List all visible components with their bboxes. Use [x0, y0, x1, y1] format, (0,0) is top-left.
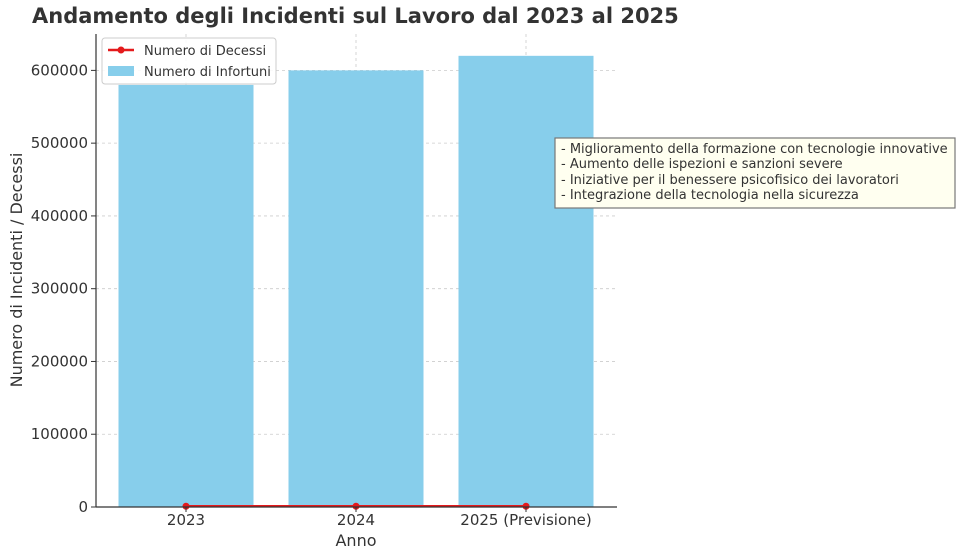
y-tick-label: 0	[78, 498, 88, 516]
x-axis-label: Anno	[335, 531, 376, 550]
y-tick-label: 200000	[31, 352, 88, 370]
legend-label-decessi: Numero di Decessi	[144, 44, 266, 59]
bar-infortuni-2	[288, 70, 424, 507]
point-decessi-1	[182, 502, 190, 510]
annotation-line-1: - Miglioramento della formazione con tec…	[561, 142, 948, 157]
legend-box	[101, 37, 277, 85]
y-tick-label: 600000	[31, 61, 88, 79]
x-tick-label: 2025 (Previsione)	[460, 511, 591, 529]
legend-bar-swatch	[108, 66, 134, 76]
annotation-line-3: - Iniziative per il benessere psicofisic…	[561, 173, 899, 188]
y-axis-label: Numero di Incidenti / Decessi	[7, 153, 26, 388]
x-tick-label: 2024	[337, 511, 375, 529]
bar-series	[118, 55, 594, 507]
legend-line-dot	[117, 46, 125, 54]
legend-label-infortuni: Numero di Infortuni	[144, 65, 271, 80]
y-tick-label: 100000	[31, 425, 88, 443]
annotation-background	[554, 137, 956, 209]
line-series	[182, 502, 530, 510]
y-tick-label: 400000	[31, 207, 88, 225]
annotation-box: - Miglioramento della formazione con tec…	[554, 137, 956, 209]
bar-infortuni-3	[458, 55, 594, 507]
legend: Numero di Decessi Numero di Infortuni	[101, 37, 277, 85]
x-tick-label: 2023	[167, 511, 205, 529]
y-tick-label: 500000	[31, 134, 88, 152]
annotation-line-4: - Integrazione della tecnologia nella si…	[561, 188, 859, 203]
point-decessi-2	[352, 502, 360, 510]
chart-title: Andamento degli Incidenti sul Lavoro dal…	[32, 4, 679, 28]
tick-labels: 0 100000 200000 300000 400000 500000 600000 202…	[31, 61, 592, 529]
bar-infortuni-1	[118, 84, 254, 507]
point-decessi-3	[522, 502, 530, 510]
annotation-line-2: - Aumento delle ispezioni e sanzioni sev…	[561, 157, 843, 172]
y-tick-label: 300000	[31, 280, 88, 298]
